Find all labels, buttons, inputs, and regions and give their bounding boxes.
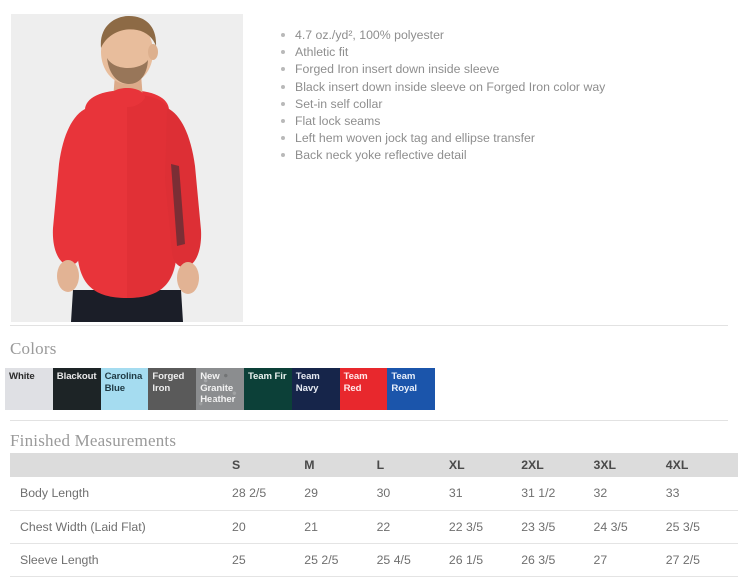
color-swatch-list: White Blackout Carolina Blue Forged Iron…	[5, 368, 436, 410]
color-swatch-label: Blackout	[56, 371, 97, 382]
list-item: 4.7 oz./yd², 100% polyester	[281, 27, 711, 44]
feature-text: Left hem woven jock tag and ellipse tran…	[295, 131, 535, 146]
table-row: Chest Width (Laid Flat) 20 21 22 22 3/5 …	[10, 510, 738, 543]
bullet-icon	[281, 153, 285, 158]
feature-text: Set-in self collar	[295, 96, 383, 111]
finished-measurements-table: S M L XL 2XL 3XL 4XL Body Length 28 2/5 …	[10, 453, 738, 577]
table-body: Body Length 28 2/5 29 30 31 31 1/2 32 33…	[10, 477, 738, 576]
row-label: Sleeve Length	[20, 552, 99, 567]
column-header-label	[10, 453, 232, 477]
color-swatch-white[interactable]: White	[5, 368, 53, 410]
list-item: Forged Iron insert down inside sleeve	[281, 61, 711, 78]
page-title-measurements: Finished Measurements	[10, 431, 177, 450]
row-label: Body Length	[20, 486, 90, 501]
bullet-icon	[281, 67, 285, 72]
color-swatch-label: Carolina Blue	[104, 371, 143, 394]
color-swatch-label: Team Navy	[295, 371, 320, 394]
color-swatch-team-fir[interactable]: Team Fir	[243, 368, 292, 410]
table-header: S M L XL 2XL 3XL 4XL	[10, 453, 738, 477]
page-title-colors: Colors	[10, 339, 57, 358]
product-photo[interactable]	[11, 14, 243, 322]
cell-2xl: 26 3/5	[521, 552, 556, 567]
color-swatch-blackout[interactable]: Blackout	[52, 368, 101, 410]
bullet-icon	[281, 84, 285, 89]
cell-2xl: 31 1/2	[521, 486, 556, 501]
color-swatch-label: New Granite Heather	[200, 371, 236, 406]
column-header-4xl: 4XL	[665, 458, 689, 472]
list-item: Set-in self collar	[281, 96, 711, 113]
list-item: Athletic fit	[281, 44, 711, 61]
column-header-3xl: 3XL	[593, 458, 617, 472]
product-section: 4.7 oz./yd², 100% polyester Athletic fit…	[11, 14, 711, 322]
cell-l: 22	[376, 519, 391, 534]
cell-3xl: 27	[593, 552, 608, 567]
bullet-icon	[281, 119, 285, 124]
table-row: Sleeve Length 25 25 2/5 25 4/5 26 1/5 26…	[10, 543, 738, 576]
feature-text: Back neck yoke reflective detail	[295, 148, 467, 163]
section-divider	[10, 325, 728, 326]
list-item: Black insert down inside sleeve on Forge…	[281, 79, 711, 96]
column-header-2xl: 2XL	[521, 458, 544, 472]
cell-4xl: 25 3/5	[665, 519, 700, 534]
table-header-row: S M L XL 2XL 3XL 4XL	[10, 453, 738, 477]
list-item: Back neck yoke reflective detail	[281, 147, 711, 164]
cell-m: 25 2/5	[304, 552, 339, 567]
color-swatch-team-red[interactable]: Team Red	[339, 368, 388, 410]
cell-m: 21	[304, 519, 318, 534]
color-swatch-label: Team Fir	[247, 371, 287, 382]
cell-4xl: 27 2/5	[665, 552, 700, 567]
color-swatch-team-navy[interactable]: Team Navy	[291, 368, 340, 410]
color-swatch-team-royal[interactable]: Team Royal	[387, 368, 436, 410]
color-swatch-new-granite-heather[interactable]: New Granite Heather	[196, 368, 244, 410]
cell-s: 25	[232, 552, 246, 567]
bullet-icon	[281, 33, 285, 37]
cell-xl: 26 1/5	[448, 552, 484, 567]
column-header-xl: XL	[448, 458, 465, 472]
list-item: Flat lock seams	[281, 113, 711, 130]
color-swatch-forged-iron[interactable]: Forged Iron	[148, 368, 197, 410]
bullet-icon	[281, 50, 285, 55]
feature-text: Forged Iron insert down inside sleeve	[295, 62, 500, 77]
table-row: Body Length 28 2/5 29 30 31 31 1/2 32 33	[10, 477, 738, 510]
list-item: Left hem woven jock tag and ellipse tran…	[281, 130, 711, 147]
color-swatch-label: Forged Iron	[152, 371, 185, 394]
product-feature-list: 4.7 oz./yd², 100% polyester Athletic fit…	[281, 27, 711, 165]
row-label: Chest Width (Laid Flat)	[20, 519, 146, 534]
color-swatch-carolina-blue[interactable]: Carolina Blue	[100, 368, 149, 410]
feature-text: Athletic fit	[295, 45, 349, 60]
color-swatch-label: Team Royal	[391, 371, 418, 394]
column-header-l: L	[376, 458, 385, 472]
cell-4xl: 33	[665, 486, 680, 501]
product-photo-image	[11, 14, 243, 322]
cell-xl: 31	[448, 486, 463, 501]
column-header-m: M	[304, 458, 315, 472]
cell-l: 25 4/5	[376, 552, 411, 567]
feature-text: 4.7 oz./yd², 100% polyester	[295, 28, 445, 42]
cell-xl: 22 3/5	[448, 519, 484, 534]
color-swatch-label: Team Red	[343, 371, 368, 394]
cell-3xl: 32	[593, 486, 608, 501]
cell-s: 28 2/5	[232, 486, 267, 501]
feature-text: Black insert down inside sleeve on Forge…	[295, 79, 606, 94]
column-header-s: S	[232, 458, 241, 472]
color-swatch-label: White	[9, 371, 35, 382]
cell-m: 29	[304, 486, 318, 501]
bullet-icon	[281, 101, 285, 106]
bullet-icon	[281, 136, 285, 141]
section-divider	[10, 420, 728, 421]
feature-text: Flat lock seams	[295, 114, 381, 129]
cell-3xl: 24 3/5	[593, 519, 628, 534]
cell-2xl: 23 3/5	[521, 519, 556, 534]
cell-s: 20	[232, 519, 246, 534]
cell-l: 30	[376, 486, 391, 501]
